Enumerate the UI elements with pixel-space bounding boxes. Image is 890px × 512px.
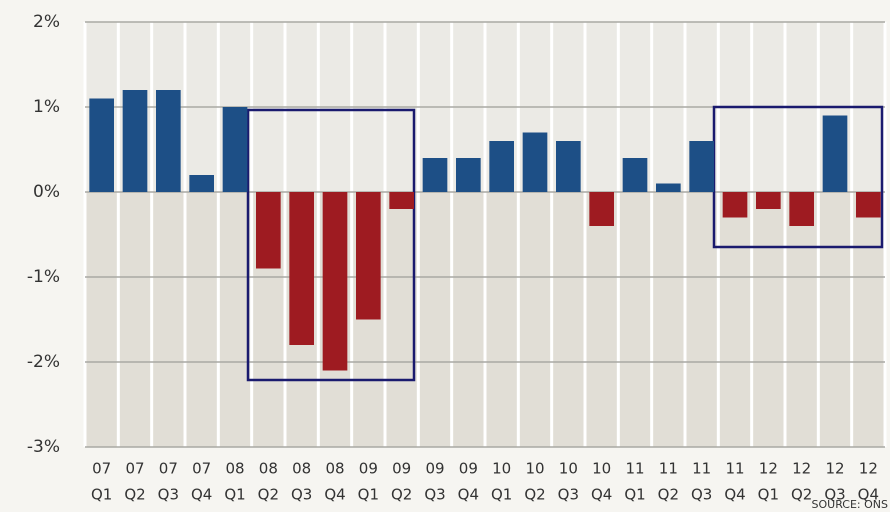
- x-tick-label: 09: [459, 460, 478, 478]
- x-tick-label: Q1: [624, 486, 645, 504]
- bar: [722, 192, 748, 218]
- x-tick-label: 07: [92, 460, 111, 478]
- x-tick-label: 11: [625, 460, 644, 478]
- bar: [822, 115, 848, 192]
- x-tick-label: Q1: [758, 486, 779, 504]
- x-tick-label: Q3: [291, 486, 312, 504]
- bar: [756, 192, 781, 209]
- bar: [522, 132, 548, 192]
- x-tick-label: Q2: [124, 486, 145, 504]
- y-tick-label: 2%: [33, 12, 60, 32]
- bar: [89, 98, 114, 192]
- bar: [689, 141, 714, 192]
- bar: [622, 158, 648, 192]
- x-tick-label: Q1: [491, 486, 512, 504]
- x-tick-label: 10: [492, 460, 511, 478]
- bar: [456, 158, 481, 192]
- bar: [289, 192, 314, 345]
- x-tick-label: 12: [792, 460, 811, 478]
- y-tick-label: -1%: [27, 267, 60, 287]
- x-tick-label: Q4: [591, 486, 612, 504]
- y-tick-label: 0%: [33, 182, 60, 202]
- x-tick-label: 11: [659, 460, 678, 478]
- x-tick-label: Q3: [424, 486, 445, 504]
- source-note: SOURCE: ONS: [812, 498, 889, 511]
- bar: [156, 90, 181, 192]
- highlight-box: [246, 108, 416, 382]
- x-tick-label: Q4: [858, 486, 879, 504]
- x-tick-label: Q4: [191, 486, 212, 504]
- x-tick-label: 12: [859, 460, 878, 478]
- bar: [789, 192, 814, 226]
- y-tick-label: -3%: [27, 437, 60, 457]
- x-tick-label: 07: [125, 460, 144, 478]
- plot-area: [83, 21, 887, 448]
- x-tick-label: 08: [259, 460, 278, 478]
- bar: [122, 90, 148, 192]
- x-tick-label: 11: [725, 460, 744, 478]
- x-tick-label: 12: [759, 460, 778, 478]
- bar: [356, 192, 381, 320]
- bar: [256, 192, 281, 269]
- x-tick-label: 07: [159, 460, 178, 478]
- x-tick-label: 08: [325, 460, 344, 478]
- x-tick-label: 11: [692, 460, 711, 478]
- x-tick-label: Q4: [324, 486, 345, 504]
- x-tick-label: Q3: [824, 486, 845, 504]
- x-tick-label: Q4: [724, 486, 745, 504]
- x-tick-label: Q4: [458, 486, 479, 504]
- x-tick-label: Q2: [791, 486, 812, 504]
- x-tick-label: 08: [225, 460, 244, 478]
- x-tick-label: Q2: [258, 486, 279, 504]
- bar: [389, 192, 414, 209]
- x-tick-label: 09: [359, 460, 378, 478]
- bar: [322, 192, 348, 371]
- bar: [556, 141, 581, 192]
- x-tick-label: 07: [192, 460, 211, 478]
- x-tick-label: Q1: [224, 486, 245, 504]
- x-tick-label: Q3: [558, 486, 579, 504]
- x-tick-label: Q2: [524, 486, 545, 504]
- bar: [856, 192, 881, 218]
- x-tick-label: Q3: [691, 486, 712, 504]
- x-tick-label: Q2: [391, 486, 412, 504]
- x-tick-label: 10: [559, 460, 578, 478]
- bar: [222, 107, 248, 192]
- bar: [189, 175, 214, 192]
- bar: [656, 183, 681, 192]
- bar: [489, 141, 514, 192]
- bar: [589, 192, 614, 226]
- x-tick-label: 10: [525, 460, 544, 478]
- x-tick-label: 12: [825, 460, 844, 478]
- x-tick-label: 08: [292, 460, 311, 478]
- bar: [422, 158, 448, 192]
- x-tick-label: Q1: [91, 486, 112, 504]
- x-tick-label: Q3: [158, 486, 179, 504]
- y-tick-label: -2%: [27, 352, 60, 372]
- x-tick-label: 09: [392, 460, 411, 478]
- y-tick-label: 1%: [33, 97, 60, 117]
- x-tick-label: 10: [592, 460, 611, 478]
- x-tick-label: Q2: [658, 486, 679, 504]
- x-tick-label: 09: [425, 460, 444, 478]
- x-tick-label: Q1: [358, 486, 379, 504]
